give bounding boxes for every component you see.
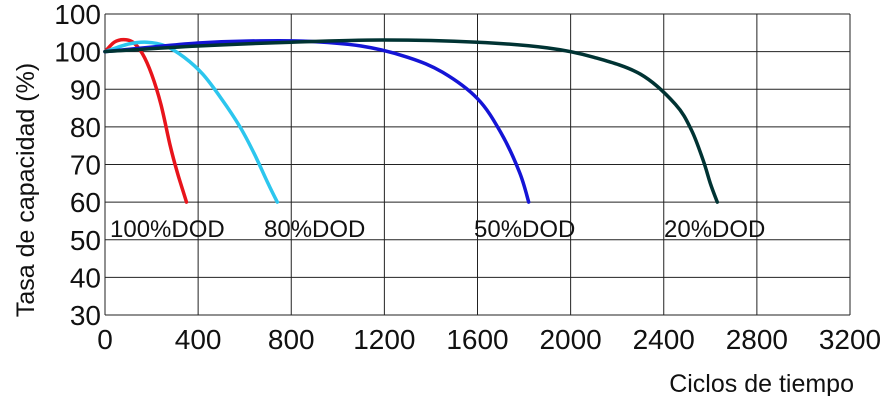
y-tick-label: 100 (54, 37, 101, 68)
x-tick-label: 2000 (539, 324, 601, 355)
y-tick-label: 60 (70, 187, 101, 218)
series-line-100dod (103, 37, 189, 204)
x-tick-label: 1200 (353, 324, 415, 355)
y-tick-label: 70 (70, 150, 101, 181)
series-lines (103, 37, 720, 204)
y-axis-title: Tasa de capacidad (%) (12, 63, 40, 317)
series-label: 100%DOD (110, 216, 225, 243)
y-tick-labels: 30 40 50 60 70 80 90 100 100 (54, 0, 101, 331)
x-tick-labels: 0 400 800 1200 1600 2000 2400 2800 3200 (97, 324, 881, 355)
y-tick-label: 80 (70, 112, 101, 143)
x-axis-title: Ciclos de tiempo (669, 370, 854, 396)
x-tick-label: 2400 (633, 324, 695, 355)
series-label: 20%DOD (664, 216, 765, 243)
x-tick-label: 800 (268, 324, 315, 355)
series-label: 80%DOD (264, 216, 365, 243)
x-tick-label: 400 (175, 324, 222, 355)
x-tick-label: 3200 (819, 324, 881, 355)
y-tick-label: 50 (70, 225, 101, 256)
y-tick-label: 40 (70, 262, 101, 293)
series-line-50dod (103, 38, 531, 204)
y-tick-label: 90 (70, 74, 101, 105)
series-line-80dod (103, 40, 280, 204)
series-line-20dod (103, 38, 720, 204)
x-tick-label: 1600 (446, 324, 508, 355)
grid (104, 13, 851, 316)
series-labels: 100%DOD 80%DOD 50%DOD 20%DOD (110, 216, 765, 243)
series-label: 50%DOD (474, 216, 575, 243)
y-tick-label: 30 (70, 300, 101, 331)
x-tick-label: 0 (97, 324, 113, 355)
y-tick-label: 100 (54, 0, 101, 30)
x-tick-label: 2800 (726, 324, 788, 355)
